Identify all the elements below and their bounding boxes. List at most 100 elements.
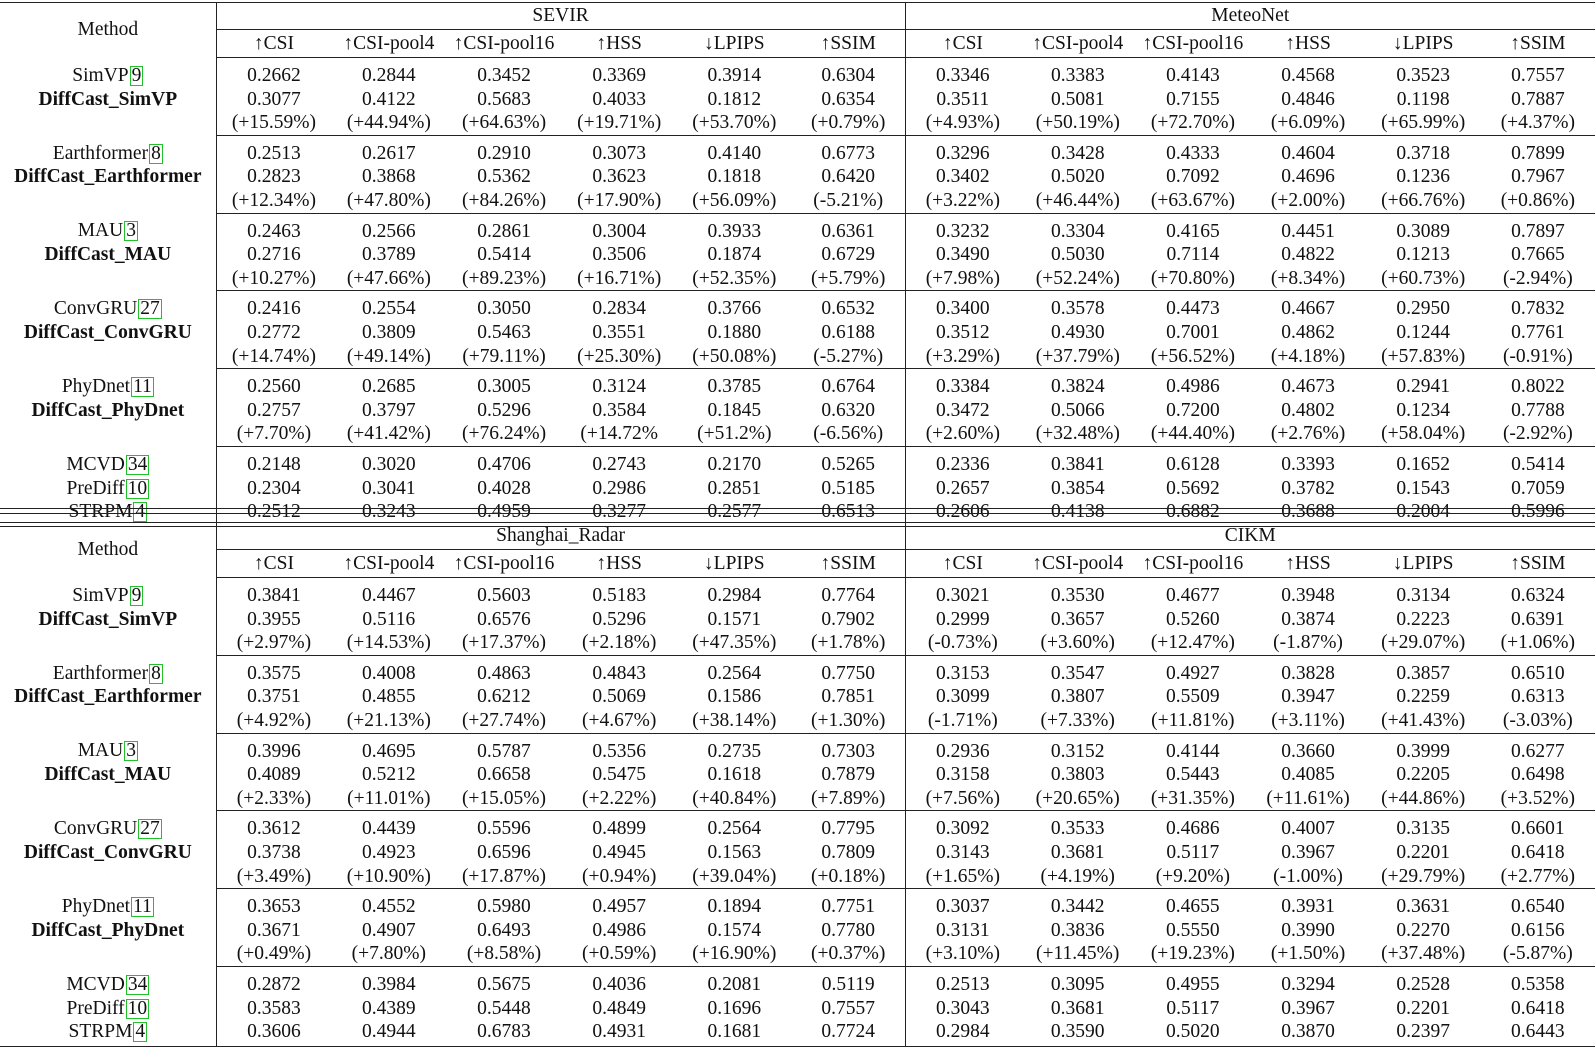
metric-cell: 0.3766 xyxy=(707,298,762,320)
metric-cell: (+50.08%) xyxy=(676,344,792,370)
metric-cell: (+1.50%) xyxy=(1250,942,1366,967)
metric-cell: 0.5414 xyxy=(1511,453,1565,475)
citation-link[interactable]: 9 xyxy=(129,584,144,606)
citation-link[interactable]: 11 xyxy=(131,895,154,917)
metric-cell: 0.4822 xyxy=(1281,244,1335,266)
method-label: MCVD xyxy=(66,973,125,995)
metric-cell: 0.6510 xyxy=(1511,662,1565,684)
metric-cell: 0.5414 xyxy=(477,244,531,266)
metric-cell: 0.1234 xyxy=(1396,399,1450,421)
metric-cell: 0.4930 xyxy=(1050,321,1105,343)
metric-cell: 0.4451 xyxy=(1281,220,1335,242)
metric-cell: (+0.59%) xyxy=(561,942,677,967)
metric-cell: 0.1563 xyxy=(707,841,762,863)
metric-cell: 0.7557 xyxy=(821,997,875,1019)
metric-cell: 0.5509 xyxy=(1166,686,1220,708)
metric-cell: 0.5030 xyxy=(1050,244,1105,266)
metric-cell: 0.2941 xyxy=(1396,376,1450,398)
citation-link[interactable]: 10 xyxy=(125,997,150,1019)
metric-cell: 0.7761 xyxy=(1511,321,1565,343)
metric-header: ↓LPIPS xyxy=(676,29,792,58)
metric-cell: (+27.74%) xyxy=(446,708,562,734)
metric-cell: (-2.92%) xyxy=(1480,422,1595,447)
table-row: DiffCast_SimVP 0.3077 0.4122 0.5683 0.4033 0.… xyxy=(0,87,1595,112)
metric-cell: 0.3490 xyxy=(904,243,1021,267)
metric-cell: 0.1696 xyxy=(707,997,762,1019)
metric-cell: 0.2772 xyxy=(215,320,332,345)
citation-link[interactable]: 27 xyxy=(138,298,162,320)
citation-link[interactable]: 8 xyxy=(149,662,163,684)
metric-cell: 0.3718 xyxy=(1396,142,1450,164)
metric-cell: 0.3996 xyxy=(215,733,332,764)
metric-cell: 0.5212 xyxy=(362,764,416,786)
metric-cell: 0.3005 xyxy=(477,376,531,398)
citation-link[interactable]: 11 xyxy=(131,375,154,397)
metric-cell: 0.4695 xyxy=(362,740,416,762)
table-row: (+7.70%) (+41.42%) (+76.24%) (+14.72% (+51.2… xyxy=(0,422,1595,447)
metric-cell: 0.3583 xyxy=(215,996,332,1021)
metric-cell: 0.3931 xyxy=(1281,896,1335,918)
metric-cell: (+44.40%) xyxy=(1135,422,1251,447)
diffcast-method-name: DiffCast_SimVP xyxy=(38,608,178,630)
table-row: DiffCast_SimVP 0.3955 0.5116 0.6576 0.5296 0.… xyxy=(0,607,1595,632)
metric-cell: (+56.09%) xyxy=(676,188,792,214)
metric-cell: 0.6418 xyxy=(1511,841,1565,863)
citation-link[interactable]: 4 xyxy=(133,1021,148,1043)
metric-cell: 0.5550 xyxy=(1166,919,1220,941)
metric-cell: (+52.24%) xyxy=(1020,266,1136,292)
metric-cell: (+60.73%) xyxy=(1365,266,1481,292)
metric-cell: 0.3990 xyxy=(1281,919,1335,941)
other-method-name: PreDiff 10 xyxy=(0,997,216,1021)
metric-cell: 0.2861 xyxy=(477,220,531,242)
metric-cell: 0.2304 xyxy=(215,476,332,501)
metric-cell: 0.2950 xyxy=(1396,298,1450,320)
metric-cell: 0.2657 xyxy=(904,476,1021,501)
metric-header: ↑CSI-pool4 xyxy=(331,29,447,58)
metric-cell: (+65.99%) xyxy=(1365,111,1481,136)
citation-link[interactable]: 34 xyxy=(125,453,150,475)
table-row: (+14.74%) (+49.14%) (+79.11%) (+25.30%) (+50… xyxy=(0,344,1595,370)
metric-cell: 0.3296 xyxy=(904,135,1021,166)
metric-cell: 0.4655 xyxy=(1166,896,1220,918)
citation-link[interactable]: 8 xyxy=(149,142,163,164)
table-row: DiffCast_PhyDnet 0.2757 0.3797 0.5296 0.3584… xyxy=(0,398,1595,423)
metric-cell: 0.3803 xyxy=(1050,764,1105,786)
metric-cell: 0.7809 xyxy=(821,841,875,863)
metric-cell: (+5.79%) xyxy=(791,266,906,292)
metric-cell: (+44.86%) xyxy=(1365,786,1481,812)
metric-cell: (+15.59%) xyxy=(215,111,332,136)
metric-cell: (-0.73%) xyxy=(904,631,1021,656)
metric-cell: (-3.03%) xyxy=(1480,708,1595,734)
citation-link[interactable]: 27 xyxy=(138,818,162,840)
metric-cell: 0.4843 xyxy=(592,662,646,684)
metric-cell: (+2.00%) xyxy=(1250,188,1366,214)
metric-cell: 0.4855 xyxy=(362,686,416,708)
metric-cell: 0.3143 xyxy=(904,840,1021,865)
metric-cell: 0.5185 xyxy=(821,477,876,499)
citation-link[interactable]: 4 xyxy=(133,501,148,523)
metric-cell: (-5.27%) xyxy=(791,344,906,370)
method-label: STRPM xyxy=(68,501,133,523)
method-label: PhyDnet xyxy=(61,375,131,397)
metric-cell: 0.4923 xyxy=(362,841,416,863)
metric-cell: 0.5116 xyxy=(362,608,416,630)
metric-cell: (+6.09%) xyxy=(1250,111,1366,136)
metric-cell: 0.5443 xyxy=(1166,764,1220,786)
metric-cell: 0.5296 xyxy=(477,399,531,421)
metric-cell: 0.5020 xyxy=(1050,166,1105,188)
metric-cell: 0.6576 xyxy=(477,608,531,630)
metric-cell: 0.2513 xyxy=(904,966,1021,997)
metric-cell: 0.1244 xyxy=(1396,321,1450,343)
metric-cell: (+70.80%) xyxy=(1135,266,1251,292)
citation-link[interactable]: 9 xyxy=(129,64,144,86)
citation-link[interactable]: 3 xyxy=(124,220,138,242)
diffcast-method-name: DiffCast_MAU xyxy=(44,244,172,266)
citation-link[interactable]: 10 xyxy=(125,477,150,499)
metric-cell: 0.3506 xyxy=(592,244,646,266)
citation-link[interactable]: 3 xyxy=(124,740,138,762)
metric-cell: 0.2397 xyxy=(1365,1020,1481,1047)
metric-cell: 0.2986 xyxy=(592,477,646,499)
citation-link[interactable]: 34 xyxy=(125,973,150,995)
metric-cell: 0.4696 xyxy=(1281,166,1335,188)
baseline-method-name: PhyDnet 11 xyxy=(0,889,216,919)
